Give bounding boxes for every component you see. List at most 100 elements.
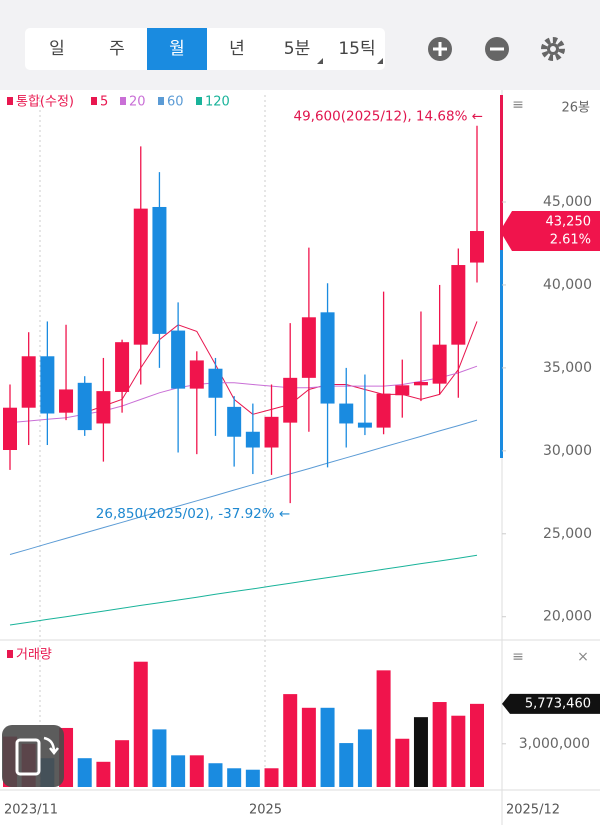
volume-bar xyxy=(77,758,92,787)
annotation: 49,600(2025/12), 14.68% ← xyxy=(293,109,483,125)
tab-corner xyxy=(377,58,383,64)
tab[interactable]: 일 xyxy=(49,39,65,59)
legend-label: 20 xyxy=(129,95,146,110)
candle-body xyxy=(451,265,466,345)
volume-bar xyxy=(189,755,204,787)
range-indicator xyxy=(500,250,503,458)
candle-body xyxy=(59,389,74,413)
volume-bar xyxy=(451,715,466,787)
legend-swatch xyxy=(7,97,13,105)
volume-bar xyxy=(283,694,298,787)
candle-body xyxy=(357,422,372,428)
y-tick-label: 45,000 xyxy=(543,194,592,210)
volume-bar xyxy=(470,703,484,787)
moving-average xyxy=(9,554,478,626)
legend-swatch xyxy=(120,97,126,105)
candle-body xyxy=(413,381,428,386)
candle-body xyxy=(376,393,391,428)
volume-bar xyxy=(152,729,167,787)
candle-body xyxy=(301,317,316,378)
candle-body xyxy=(339,403,354,424)
y-tick-label: 40,000 xyxy=(543,277,592,293)
candle-body xyxy=(21,356,36,408)
bar-count: 26봉 xyxy=(561,101,590,116)
candle-body xyxy=(395,385,410,396)
tab-label: 일 xyxy=(49,39,65,59)
candle-body xyxy=(208,368,223,398)
menu-icon[interactable]: ≡ xyxy=(512,649,524,665)
volume-bar xyxy=(395,738,410,787)
volume-bar xyxy=(432,702,447,787)
tab[interactable]: 주 xyxy=(109,39,125,59)
volume-title: 거래량 xyxy=(16,648,52,663)
price-badge-change: 2.61% xyxy=(550,233,591,248)
x-tick-label: 2023/11 xyxy=(4,803,58,818)
volume-bar xyxy=(245,769,260,787)
volume-bar xyxy=(227,768,242,787)
volume-bar xyxy=(413,717,428,787)
volume-bar xyxy=(208,763,223,787)
candle-body xyxy=(3,407,17,451)
volume-bar xyxy=(115,740,130,787)
candle-body xyxy=(171,330,186,389)
zoom-out[interactable] xyxy=(485,37,509,61)
price-badge-value: 43,250 xyxy=(546,215,592,230)
zoom-in[interactable] xyxy=(428,37,452,61)
volume-bar xyxy=(320,707,335,787)
legend-label: 5 xyxy=(100,95,108,110)
settings[interactable] xyxy=(541,37,565,61)
annotation: 26,850(2025/02), -37.92% ← xyxy=(96,506,290,522)
tab[interactable]: 월 xyxy=(147,28,207,70)
y-tick-label: 20,000 xyxy=(543,609,592,625)
candle-body xyxy=(133,208,148,345)
marks: 20,000 25,000 30,000 35,000 40,000 45,000 3,00… xyxy=(3,95,600,818)
candle-body xyxy=(77,382,92,431)
moving-average xyxy=(84,321,478,415)
rotate-button[interactable] xyxy=(2,725,64,787)
moving-average xyxy=(9,419,478,555)
x-tick-label: 2025/12 xyxy=(506,803,560,818)
legend-title: 통합(수정) xyxy=(16,95,74,110)
volume-bar xyxy=(357,729,372,787)
volume-badge xyxy=(502,693,600,714)
y-tick-label: 25,000 xyxy=(543,526,592,542)
legend-swatch xyxy=(196,97,202,105)
menu-icon[interactable]: ≡ xyxy=(512,97,524,113)
volume-bar xyxy=(376,670,391,787)
volume-bar xyxy=(133,661,148,787)
tab-label: 월 xyxy=(169,39,185,59)
tab[interactable]: 년 xyxy=(229,39,245,59)
candle-body xyxy=(40,356,55,414)
range-indicator xyxy=(500,95,503,250)
candle-body xyxy=(283,377,298,423)
legend-label: 120 xyxy=(205,95,230,110)
candle-body xyxy=(320,312,335,404)
x-tick-label: 2025 xyxy=(249,803,282,818)
volume-badge-value: 5,773,460 xyxy=(525,696,591,711)
candle-body xyxy=(227,406,242,437)
tab-label: 5분 xyxy=(284,39,310,59)
y-tick-label: 35,000 xyxy=(543,360,592,376)
tab-label: 주 xyxy=(109,39,125,59)
candle-body xyxy=(432,344,447,384)
close-icon[interactable]: × xyxy=(577,649,589,665)
volume-bar xyxy=(264,768,279,787)
volume-tick-label: 3,000,000 xyxy=(519,736,590,752)
tab-corner xyxy=(317,58,323,64)
volume-bar xyxy=(339,743,354,787)
candle-body xyxy=(245,431,260,448)
tab-selected xyxy=(147,28,207,70)
candle-body xyxy=(96,391,111,424)
y-tick-label: 30,000 xyxy=(543,443,592,459)
volume-swatch xyxy=(7,650,13,658)
tab[interactable]: 5분 xyxy=(284,39,323,64)
volume-bar xyxy=(96,761,111,787)
candle-body xyxy=(115,342,130,392)
legend-swatch xyxy=(158,97,164,105)
candle-body xyxy=(264,416,279,448)
volume-bar xyxy=(301,707,316,787)
tab[interactable]: 15틱 xyxy=(338,39,383,64)
volume-bar xyxy=(171,755,186,787)
candle-body xyxy=(189,360,204,389)
